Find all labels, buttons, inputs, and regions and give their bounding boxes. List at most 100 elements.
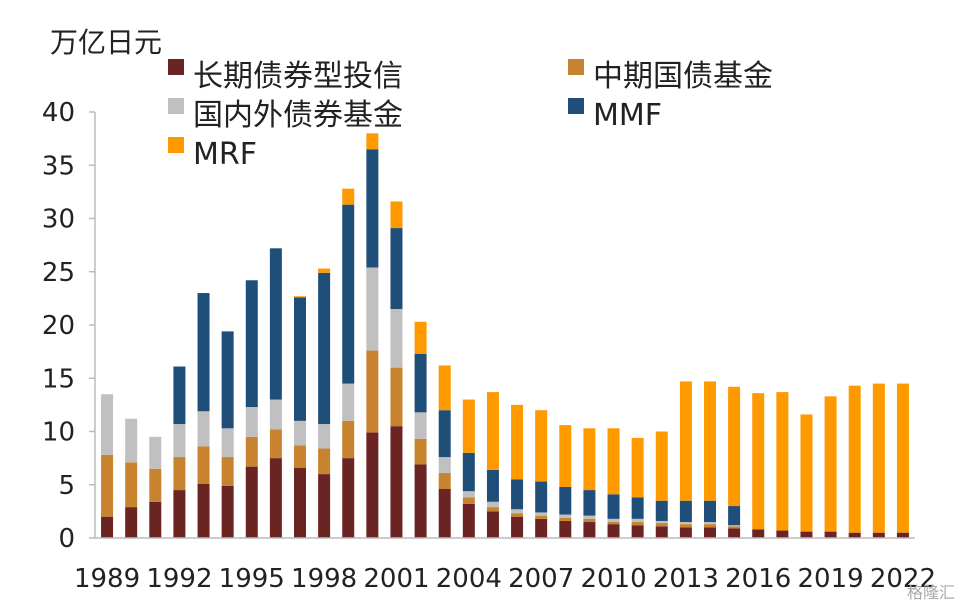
bar-segment	[221, 485, 234, 538]
bar-segment	[438, 365, 451, 411]
bar-segment	[848, 532, 861, 538]
x-tick-label: 2022	[870, 564, 936, 594]
y-tick-label: 15	[42, 364, 75, 394]
bar-segment	[342, 383, 355, 421]
bar-segment	[704, 524, 716, 528]
bar-segment	[583, 522, 596, 538]
bar-segment	[294, 420, 306, 446]
bar-segment	[486, 511, 499, 538]
bar-segment	[607, 494, 620, 519]
bar-segment	[607, 522, 620, 525]
bar-segment	[173, 366, 186, 425]
legend-swatch	[168, 137, 184, 153]
bar-segment	[559, 517, 572, 521]
bar-segment	[318, 474, 331, 538]
bar-segment	[125, 418, 138, 463]
bar-segment	[752, 393, 765, 530]
bar-segment	[704, 500, 716, 523]
y-axis: 0 5 10 15 20 25 30 35 40	[42, 98, 96, 554]
y-axis-unit-label: 万亿日元	[50, 26, 162, 59]
y-tick-label: 30	[42, 205, 75, 235]
bar-segment	[390, 426, 403, 538]
bar-segment	[101, 454, 114, 517]
bar-segment	[414, 464, 427, 538]
bar-segment	[776, 530, 789, 538]
bar-segment	[511, 479, 524, 510]
bar-segment	[294, 297, 306, 421]
bar-segment	[197, 446, 210, 484]
y-tick-label: 5	[58, 471, 75, 501]
x-tick-label: 2016	[725, 564, 791, 594]
bar-segment	[583, 518, 596, 523]
bar-segment	[462, 452, 475, 492]
bar-segment	[631, 518, 644, 523]
bar-segment	[872, 383, 885, 533]
x-tick-label: 1992	[146, 564, 212, 594]
bar-segment	[655, 500, 668, 521]
bar-segment	[486, 507, 499, 512]
bar-segment	[221, 331, 234, 429]
bar-segment	[679, 524, 692, 528]
bar-segment	[414, 321, 427, 354]
bar-segment	[631, 497, 644, 519]
x-tick-label: 2007	[508, 564, 574, 594]
y-tick-label: 25	[42, 258, 75, 288]
bar-segment	[101, 516, 114, 538]
bar-segment	[511, 516, 524, 538]
x-tick-label: 1995	[219, 564, 285, 594]
bar-segment	[704, 522, 716, 525]
bar-segment	[125, 507, 138, 538]
bar-segment	[583, 515, 596, 519]
bar-segment	[414, 412, 427, 439]
bar-segment	[535, 481, 548, 513]
bar-segment	[728, 526, 741, 529]
bar-segment	[486, 392, 499, 470]
y-tick-label: 0	[58, 524, 75, 554]
bar-segment	[245, 407, 258, 437]
bar-segment	[318, 268, 331, 273]
legend-label: 长期债券型投信	[193, 59, 403, 94]
x-tick-label: 2019	[798, 564, 864, 594]
bar-segment	[752, 529, 765, 538]
bar-segment	[728, 386, 741, 507]
bar-segment	[559, 425, 572, 487]
bar-segment	[438, 410, 451, 458]
bar-segment	[149, 501, 162, 538]
bar-segment	[728, 528, 741, 538]
bar-segment	[800, 414, 813, 532]
bar-segment	[269, 248, 282, 400]
bar-segment	[535, 410, 548, 482]
bar-segment	[896, 532, 909, 538]
bar-segment	[269, 429, 282, 459]
bar-segment	[390, 201, 403, 229]
bar-segment	[848, 385, 861, 533]
bar-segment	[559, 514, 572, 518]
bar-segment	[704, 527, 716, 538]
bar-segment	[655, 431, 668, 501]
bar-segment	[583, 428, 596, 491]
bar-segment	[462, 497, 475, 504]
bar-segment	[728, 506, 741, 526]
bar-segment	[318, 448, 331, 475]
bar-segment	[655, 520, 668, 524]
bar-segment	[679, 500, 692, 523]
y-tick-label: 20	[42, 311, 75, 341]
bar-segment	[245, 466, 258, 538]
bar-segment	[269, 458, 282, 538]
legend-swatch	[168, 98, 184, 114]
x-tick-label: 2004	[436, 564, 502, 594]
bar-segment	[390, 228, 403, 310]
x-tick-label: 1998	[291, 564, 357, 594]
bar-segment	[149, 436, 162, 469]
bar-segment	[535, 515, 548, 519]
legend-swatch	[168, 59, 184, 75]
bar-segment	[583, 490, 596, 516]
bar-segment	[294, 467, 306, 538]
bar-segment	[197, 293, 210, 412]
legend-swatch	[568, 59, 584, 75]
y-tick-label: 35	[42, 151, 75, 181]
bar-segment	[245, 436, 258, 467]
bar-segment	[824, 531, 837, 538]
x-tick-label: 2013	[653, 564, 719, 594]
